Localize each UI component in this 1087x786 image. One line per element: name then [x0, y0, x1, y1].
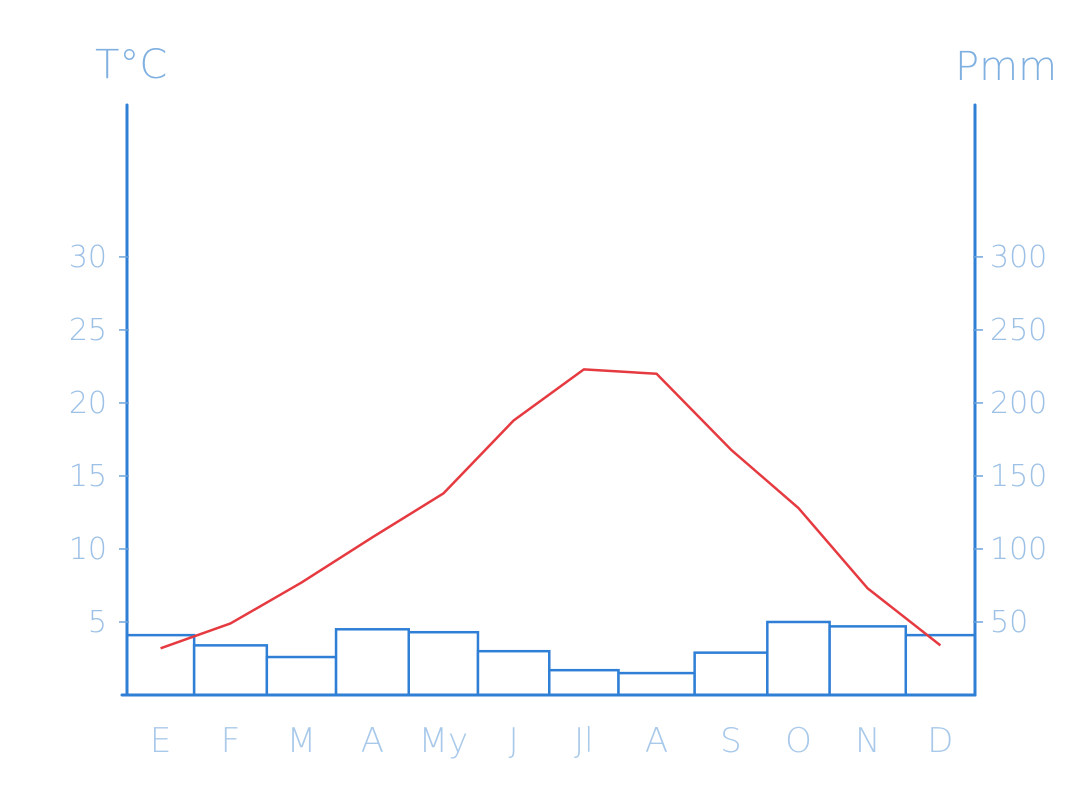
- precip-bar-a-7: [617, 671, 696, 697]
- precip-bar-s-8: [693, 651, 769, 697]
- month-label-10: N: [855, 721, 880, 761]
- month-label-3: A: [361, 721, 384, 761]
- right-tick-label-200: 200: [990, 386, 1047, 421]
- precip-bar-j-5: [476, 649, 551, 697]
- temperature-line: [160, 368, 942, 650]
- month-label-5: J: [509, 721, 519, 761]
- right-tick-label-50: 50: [990, 605, 1028, 640]
- precipitation-bars: [125, 620, 977, 697]
- month-label-7: A: [645, 721, 668, 761]
- precip-bar-jl-6: [548, 668, 620, 697]
- precip-bar-m-2: [265, 655, 338, 697]
- left-tick-label-5: 5: [88, 605, 107, 640]
- axis-ticks: 5 10 15 20 25 30 50 100 150 200 250 300: [69, 240, 1047, 640]
- left-tick-label-15: 15: [69, 459, 107, 494]
- month-labels: E F M A My J Jl A S O N D: [150, 721, 954, 761]
- left-tick-label-30: 30: [69, 240, 107, 275]
- right-axis-title: Pmm: [955, 44, 1057, 90]
- precip-bar-o-9: [766, 620, 831, 697]
- temperature-line-group: [160, 368, 942, 650]
- month-label-2: M: [287, 721, 316, 761]
- precip-bar-f-1: [192, 644, 269, 697]
- right-tick-label-250: 250: [990, 313, 1047, 348]
- month-label-8: S: [720, 721, 742, 761]
- left-tick-label-25: 25: [69, 313, 107, 348]
- left-tick-label-10: 10: [69, 532, 107, 567]
- left-tick-label-20: 20: [69, 386, 107, 421]
- month-label-1: F: [221, 721, 241, 761]
- month-label-6: Jl: [574, 721, 593, 761]
- left-axis-title: T°C: [95, 42, 167, 88]
- month-label-9: O: [785, 721, 812, 761]
- month-label-4: My: [419, 721, 468, 761]
- right-tick-label-100: 100: [990, 532, 1047, 567]
- month-label-0: E: [150, 721, 171, 761]
- precip-bar-a-3: [334, 628, 410, 697]
- axes: [120, 103, 977, 697]
- month-label-11: D: [927, 721, 953, 761]
- right-tick-label-150: 150: [990, 459, 1047, 494]
- right-tick-label-300: 300: [990, 240, 1047, 275]
- precip-bar-my-4: [407, 630, 480, 697]
- precip-bar-e-0: [125, 633, 196, 697]
- precip-bar-n-10: [828, 625, 908, 697]
